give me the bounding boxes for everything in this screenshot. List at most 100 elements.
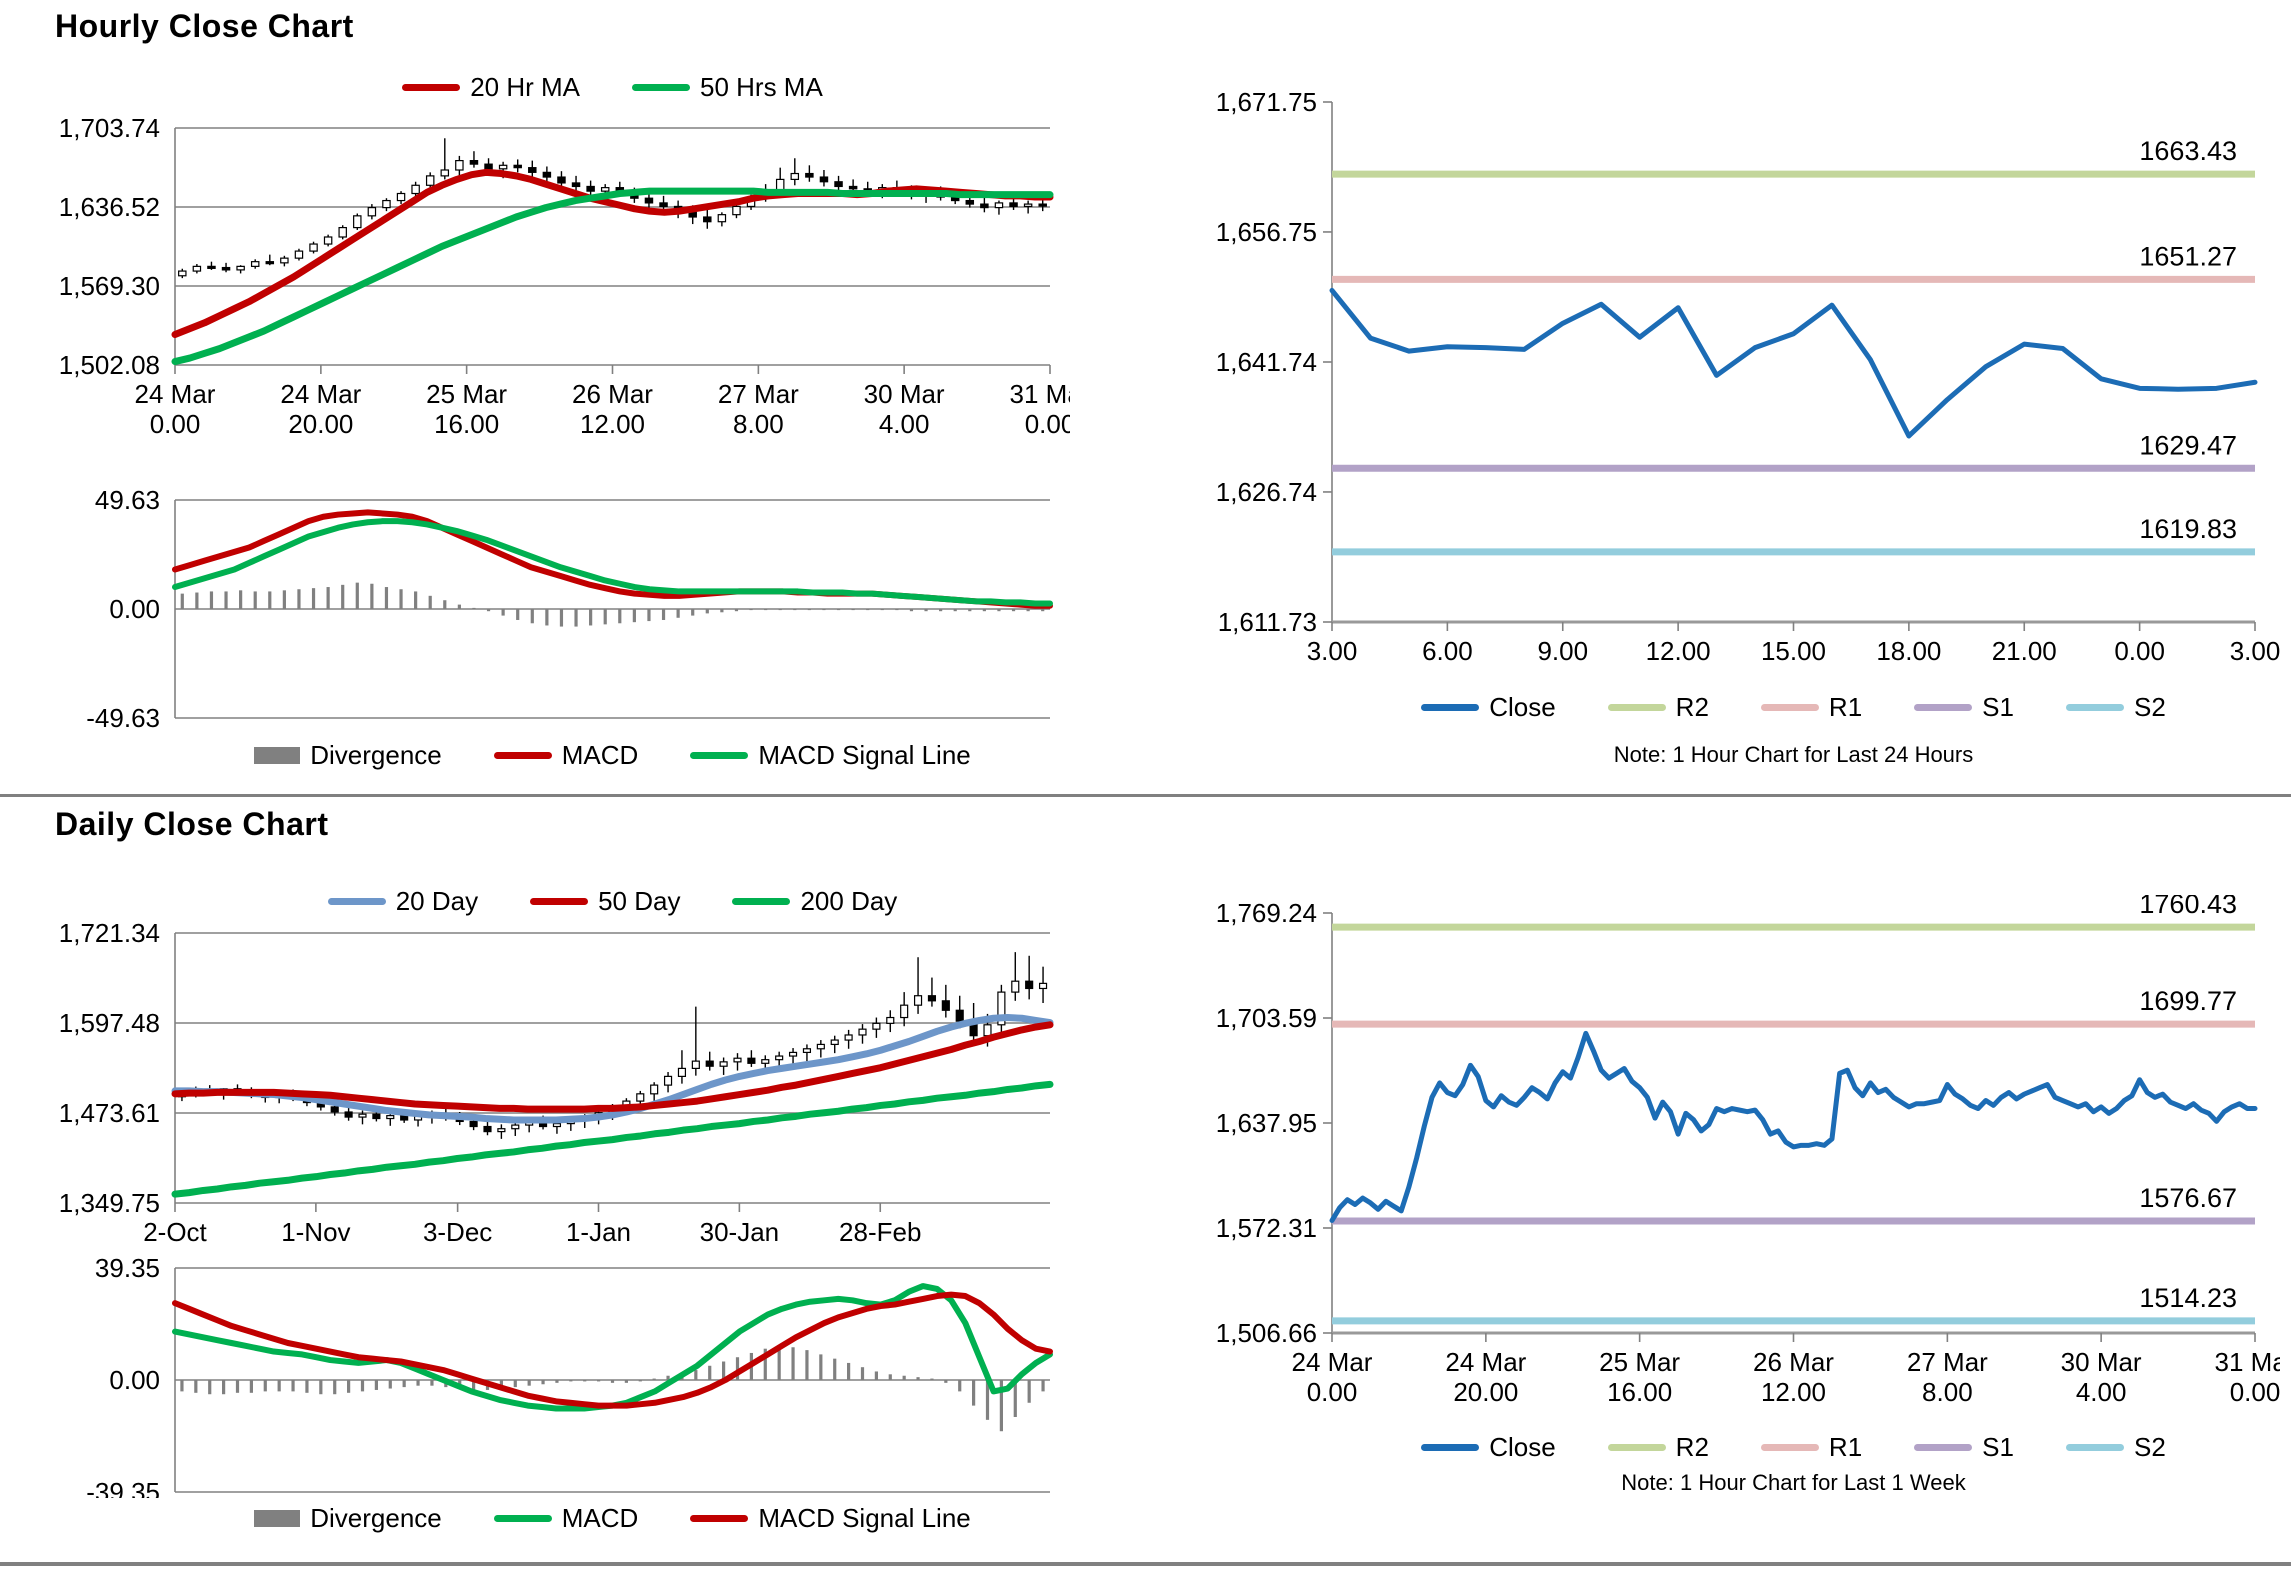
section-divider [0,794,2291,797]
r2-legend-swatch-icon [1607,704,1666,711]
hourly_price-series-20-hr-ma [171,168,1054,339]
svg-text:9.00: 9.00 [1537,636,1588,666]
svg-text:30 Mar: 30 Mar [864,379,945,409]
daily-price-legend: 20 Day 50 Day 200 Day [175,886,1050,917]
svg-text:31 Mar: 31 Mar [2215,1347,2280,1377]
svg-text:1,597.48: 1,597.48 [59,1008,160,1038]
hourly_pivot-svg: 1,671.75 1,656.75 1,641.74 1,626.74 1,611.73… [1216,87,2281,666]
hourly-price-legend: 20 Hr MA 50 Hrs MA [175,72,1050,103]
svg-text:1,572.31: 1,572.31 [1216,1213,1317,1243]
hourly_macd-series-macd-signal-line [172,518,1053,607]
macd-legend-swatch-icon [493,1515,552,1522]
svg-text:1663.43: 1663.43 [2139,136,2237,166]
svg-text:26 Mar: 26 Mar [1753,1347,1834,1377]
daily_macd-legend-label: Divergence [310,1503,442,1533]
hourly_pivot-legend-label: R1 [1828,692,1863,722]
svg-text:12.00: 12.00 [1646,636,1711,666]
macd-signal-line-legend-swatch-icon [690,752,749,759]
daily_pivot-legend-label: R1 [1828,1432,1863,1462]
hourly_pivot-legend-s1: S1 [1914,692,2014,723]
svg-text:-39.35: -39.35 [86,1477,160,1498]
divergence-legend-swatch-icon [254,747,301,764]
svg-text:24 Mar: 24 Mar [280,379,361,409]
r1-legend-swatch-icon [1760,1444,1819,1451]
svg-text:0.00: 0.00 [109,594,160,624]
divergence-legend-swatch-icon [254,1510,301,1527]
daily_macd-legend-label: MACD Signal Line [758,1503,971,1533]
svg-text:1,671.75: 1,671.75 [1216,87,1317,117]
hourly_macd-svg: 49.63 0.00 -49.63 [86,485,1053,733]
s2-legend-swatch-icon [2065,704,2124,711]
svg-text:2-Oct: 2-Oct [143,1217,207,1247]
svg-text:1-Nov: 1-Nov [281,1217,350,1247]
daily_macd-svg: 39.35 0.00 -39.35 [86,1253,1053,1507]
macd-legend-swatch-icon [493,752,552,759]
20-day-legend-swatch-icon [327,898,386,905]
daily-macd-chart: 39.35 0.00 -39.35 [40,1248,1070,1507]
bottom-divider [0,1562,2291,1566]
daily-pivot-chart: 1,769.24 1,703.59 1,637.95 1,572.31 1,506.66… [1145,889,2291,1440]
daily_price-series-200-day [171,1080,1054,1198]
daily_price-svg: 1,721.34 1,597.48 1,473.61 1,349.752-Oct 1-N… [59,918,1054,1247]
daily_pivot-legend-s2: S2 [2065,1432,2166,1463]
hourly_macd-legend-label: MACD [561,740,639,770]
close-legend-swatch-icon [1421,704,1480,711]
daily_pivot-legend-label: S1 [1982,1432,2014,1462]
hourly_macd-legend-macd-signal-line: MACD Signal Line [690,740,971,771]
svg-text:27 Mar: 27 Mar [718,379,799,409]
daily_price-legend-200-day: 200 Day [732,886,897,917]
svg-text:-49.63: -49.63 [86,703,160,730]
daily-price-chart: 1,721.34 1,597.48 1,473.61 1,349.75 2-Oct 1-N… [40,905,1070,1255]
hourly_macd-legend-divergence: Divergence [254,740,442,771]
svg-text:1629.47: 1629.47 [2139,430,2237,460]
svg-text:24 Mar: 24 Mar [135,379,216,409]
svg-text:1,636.52: 1,636.52 [59,192,160,222]
hourly_price-series-50-hrs-ma [171,187,1054,366]
daily_pivot-legend-label: Close [1489,1432,1556,1462]
svg-text:1651.27: 1651.27 [2139,241,2237,271]
daily-pivot-legend: Close R2 R1 S1 S2 [1332,1432,2255,1463]
svg-text:1,473.61: 1,473.61 [59,1098,160,1128]
hourly_pivot-legend-close: Close [1421,692,1556,723]
hourly_pivot-legend-r1: R1 [1760,692,1863,723]
svg-text:1,637.95: 1,637.95 [1216,1108,1317,1138]
svg-text:25 Mar: 25 Mar [1599,1347,1680,1377]
daily_pivot-legend-label: R2 [1675,1432,1709,1462]
svg-text:1,569.30: 1,569.30 [59,271,160,301]
daily_pivot-svg: 1,769.24 1,703.59 1,637.95 1,572.31 1,506.66… [1216,889,2291,1407]
svg-text:4.00: 4.00 [2076,1377,2127,1407]
svg-text:0.00: 0.00 [2114,636,2165,666]
svg-text:1619.83: 1619.83 [2139,514,2237,544]
daily_price-legend-label: 200 Day [800,886,898,916]
daily_price-legend-50-day: 50 Day [530,886,680,917]
hourly-section-title: Hourly Close Chart [55,8,354,44]
hourly_price-legend-20-hr-ma: 20 Hr MA [402,72,580,103]
hourly-price-chart: 1,703.74 1,636.52 1,569.30 1,502.08 24 Mar 0.… [40,100,1091,445]
svg-text:1,626.74: 1,626.74 [1216,477,1317,507]
svg-text:49.63: 49.63 [95,485,160,515]
hourly_pivot-legend-label: S1 [1982,692,2014,722]
svg-text:15.00: 15.00 [1761,636,1826,666]
svg-text:20.00: 20.00 [1453,1377,1518,1407]
hourly-pivot-legend: Close R2 R1 S1 S2 [1332,692,2255,723]
hourly-macd-legend: Divergence MACD MACD Signal Line [175,740,1050,771]
200-day-legend-swatch-icon [732,898,791,905]
svg-text:1,721.34: 1,721.34 [59,918,160,948]
s2-legend-swatch-icon [2065,1444,2124,1451]
daily-section-title: Daily Close Chart [55,806,329,842]
svg-text:8.00: 8.00 [733,409,784,439]
svg-text:8.00: 8.00 [1922,1377,1973,1407]
svg-text:30 Mar: 30 Mar [2061,1347,2142,1377]
daily-macd-legend: Divergence MACD MACD Signal Line [175,1503,1050,1534]
svg-text:1,611.73: 1,611.73 [1218,607,1317,637]
daily_macd-legend-divergence: Divergence [254,1503,442,1534]
20-hr-ma-legend-swatch-icon [402,84,461,91]
hourly_macd-legend-macd: MACD [493,740,639,771]
svg-text:21.00: 21.00 [1992,636,2057,666]
svg-text:27 Mar: 27 Mar [1907,1347,1988,1377]
hourly-pivot-note: Note: 1 Hour Chart for Last 24 Hours [1613,742,1974,767]
hourly_pivot-legend-s2: S2 [2065,692,2166,723]
50-day-legend-swatch-icon [530,898,589,905]
hourly_macd-legend-label: MACD Signal Line [758,740,971,770]
